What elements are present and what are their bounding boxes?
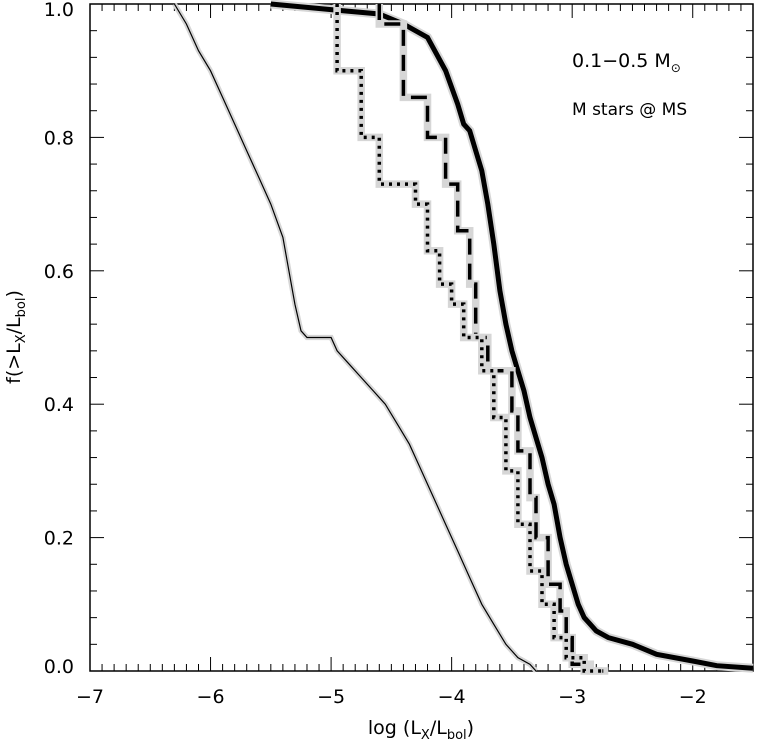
series-line-thin-solid <box>173 3 537 672</box>
y-axis-label: f(>LX/Lbol) <box>3 290 29 384</box>
y-tick-labels: 0.0 0.2 0.4 0.6 0.8 1.0 <box>44 0 74 678</box>
x-axis-label-main: log (L <box>368 717 421 739</box>
x-axis-label-sub1: X <box>421 728 430 741</box>
y-axis-label-sub2: bol <box>14 298 29 318</box>
series-line-dotted <box>335 4 603 673</box>
axis-ticks <box>89 3 754 672</box>
x-axis-label: log (LX/Lbol) <box>368 717 474 741</box>
y-axis-label-end: ) <box>3 290 25 297</box>
series-line-thick-solid <box>270 1 754 671</box>
mass-range-text: 0.1−0.5 M <box>572 50 671 72</box>
x-tick-label: −4 <box>438 686 466 708</box>
y-tick-label: 0.0 <box>44 656 74 678</box>
x-axis-label-end: ) <box>467 717 474 739</box>
y-axis-label-main: f(>L <box>3 343 25 384</box>
y-tick-label: 0.6 <box>44 261 74 283</box>
x-tick-labels: −7 −6 −5 −4 −3 −2 <box>76 686 707 708</box>
y-tick-label: 0.8 <box>44 127 74 149</box>
series-halo-dotted <box>333 4 603 675</box>
y-axis-label-mid: /L <box>3 317 25 334</box>
series-line-dashed <box>377 4 609 673</box>
sun-symbol: ⊙ <box>671 61 681 75</box>
x-tick-label: −5 <box>317 686 345 708</box>
x-tick-label: −3 <box>558 686 586 708</box>
y-tick-label: 0.4 <box>44 394 74 416</box>
x-axis-label-mid: /L <box>430 717 447 739</box>
y-axis-label-sub1: X <box>14 334 29 343</box>
x-tick-label: −7 <box>76 686 104 708</box>
series-group <box>172 0 754 675</box>
y-tick-label: 1.0 <box>44 0 74 21</box>
stage-annotation: M stars @ MS <box>572 100 687 120</box>
x-axis-label-sub2: bol <box>447 728 467 741</box>
y-tick-label: 0.2 <box>44 528 74 550</box>
x-tick-label: −6 <box>197 686 225 708</box>
mass-range-annotation: 0.1−0.5 M⊙ <box>572 50 681 75</box>
x-tick-label: −2 <box>679 686 707 708</box>
plot-frame <box>89 3 754 672</box>
